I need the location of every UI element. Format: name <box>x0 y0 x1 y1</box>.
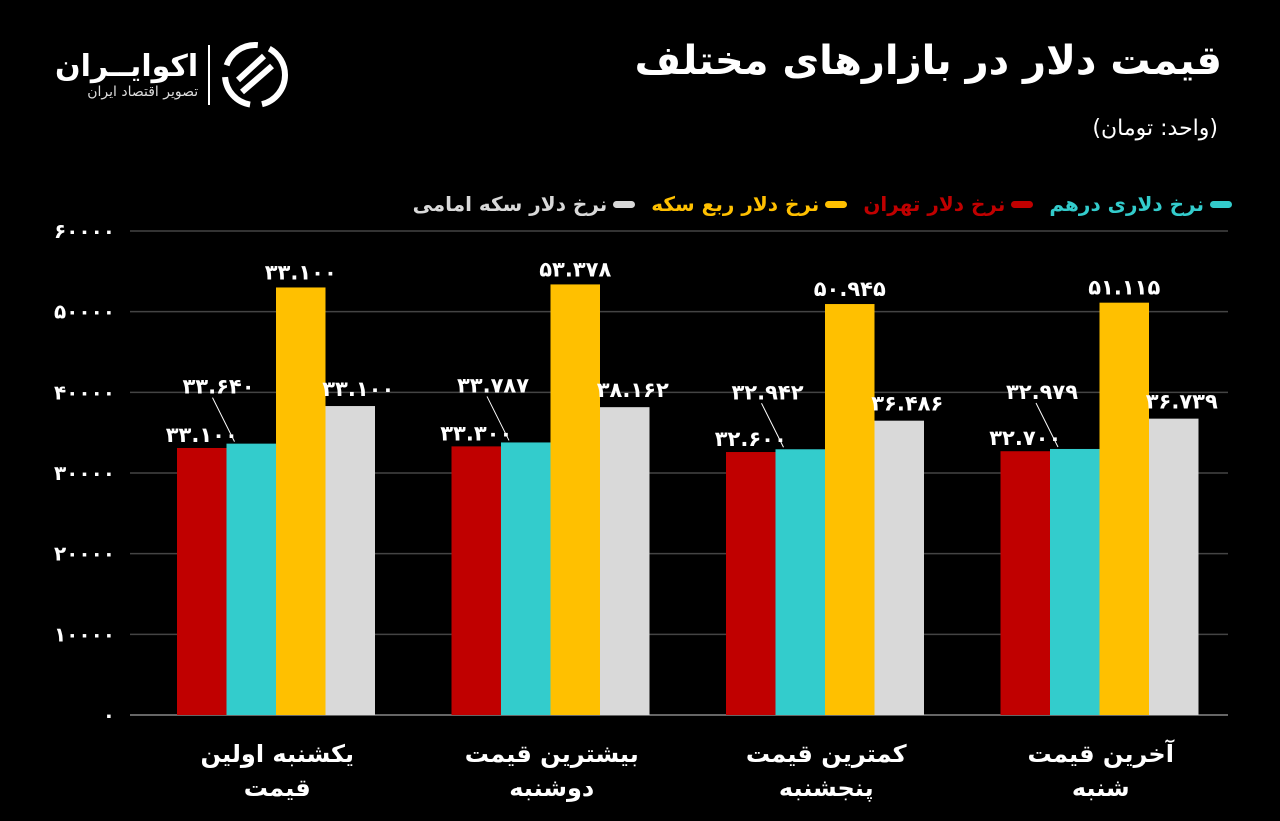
y-tick-label: ۱۰۰۰۰ <box>54 622 115 646</box>
legend-item: نرخ دلار سکه امامی <box>413 192 636 216</box>
chart-title: قیمت دلار در بازارهای مختلف <box>634 38 1222 84</box>
data-label: ۳۸.۱۶۲ <box>597 378 669 402</box>
legend-label: نرخ دلار تهران <box>863 192 1006 216</box>
bar <box>1000 451 1050 715</box>
data-label: ۵۱.۱۱۵ <box>1088 276 1160 300</box>
leader-line <box>1035 402 1059 448</box>
x-tick-label: قیمت <box>244 774 311 802</box>
data-label: ۳۲.۷۰۰ <box>989 426 1061 450</box>
data-label: ۵۰.۹۴۵ <box>814 277 886 301</box>
data-label: ۳۶.۷۳۹ <box>1146 390 1218 414</box>
legend-label: نرخ دلار سکه امامی <box>412 192 608 216</box>
bar <box>1099 302 1149 715</box>
logo-subtitle: تصویر اقتصاد ایران <box>87 84 199 100</box>
x-tick-label: دوشنبه <box>509 774 594 802</box>
bar <box>874 420 924 715</box>
bar <box>1050 448 1100 715</box>
bar <box>177 447 227 715</box>
y-tick-label: ۶۰۰۰۰ <box>54 219 115 243</box>
legend-item: نرخ دلاری درهم <box>1049 192 1232 216</box>
bar <box>325 406 375 715</box>
y-tick-label: ۲۰۰۰۰ <box>54 542 115 566</box>
bar <box>501 442 551 715</box>
y-tick-label: ۴۰۰۰۰ <box>54 380 115 404</box>
data-label: ۳۲.۹۴۲ <box>731 380 803 404</box>
y-tick-label: ۰ <box>103 703 115 727</box>
legend-label: نرخ دلاری درهم <box>1049 192 1204 216</box>
data-label: ۳۶.۴۸۶ <box>871 392 943 416</box>
x-tick-label: آخرین قیمت <box>1028 739 1175 768</box>
x-tick-label: پنجشنبه <box>779 774 874 802</box>
bar <box>226 443 276 715</box>
logo: اکوایــران تصویر اقتصاد ایران <box>55 40 290 110</box>
y-tick-label: ۵۰۰۰۰ <box>54 300 115 324</box>
data-label: ۳۳.۳۰۰ <box>440 421 512 445</box>
data-label: ۳۳.۱۰۰ <box>166 423 238 447</box>
data-label: ۳۳.۶۴۰ <box>182 375 254 399</box>
data-label: ۳۳.۱۰۰ <box>265 260 337 284</box>
bar <box>276 287 326 715</box>
bar <box>726 452 776 715</box>
bar <box>775 449 825 715</box>
legend-item: نرخ دلار تهران <box>863 192 1034 216</box>
bar <box>550 284 600 715</box>
x-tick-label: بیشترین قیمت <box>465 740 639 768</box>
legend-swatch <box>825 200 848 208</box>
data-label: ۳۳.۷۸۷ <box>457 373 529 397</box>
y-tick-label: ۳۰۰۰۰ <box>54 461 115 485</box>
data-label: ۵۳.۳۷۸ <box>539 257 611 281</box>
unit-label: (واحد: تومان) <box>1092 116 1218 141</box>
logo-divider <box>208 45 211 105</box>
data-label: ۳۲.۶۰۰ <box>715 427 787 451</box>
leader-line <box>486 396 510 441</box>
bar <box>451 446 501 715</box>
logo-icon <box>222 42 289 108</box>
leader-line <box>761 403 784 448</box>
legend-label: نرخ دلار ربع سکه <box>651 192 820 216</box>
legend: نرخ دلاری درهم نرخ دلار تهران نرخ دلار ربع… <box>413 192 1232 216</box>
bar <box>600 407 650 715</box>
logo-name: اکوایــران <box>55 49 199 84</box>
leader-line <box>212 397 235 442</box>
data-label: ۳۲.۹۷۹ <box>1006 380 1078 404</box>
legend-swatch <box>1210 200 1232 208</box>
data-label: ۳۳.۱۰۰ <box>322 377 394 401</box>
legend-swatch <box>1011 200 1034 208</box>
x-tick-label: شنبه <box>1072 774 1130 802</box>
legend-swatch <box>613 200 636 208</box>
bar <box>1149 418 1199 715</box>
bar <box>825 304 875 715</box>
x-tick-label: یکشنبه اولین <box>201 740 354 768</box>
legend-item: نرخ دلار ربع سکه <box>651 192 848 216</box>
x-tick-label: کمترین قیمت <box>746 740 907 768</box>
